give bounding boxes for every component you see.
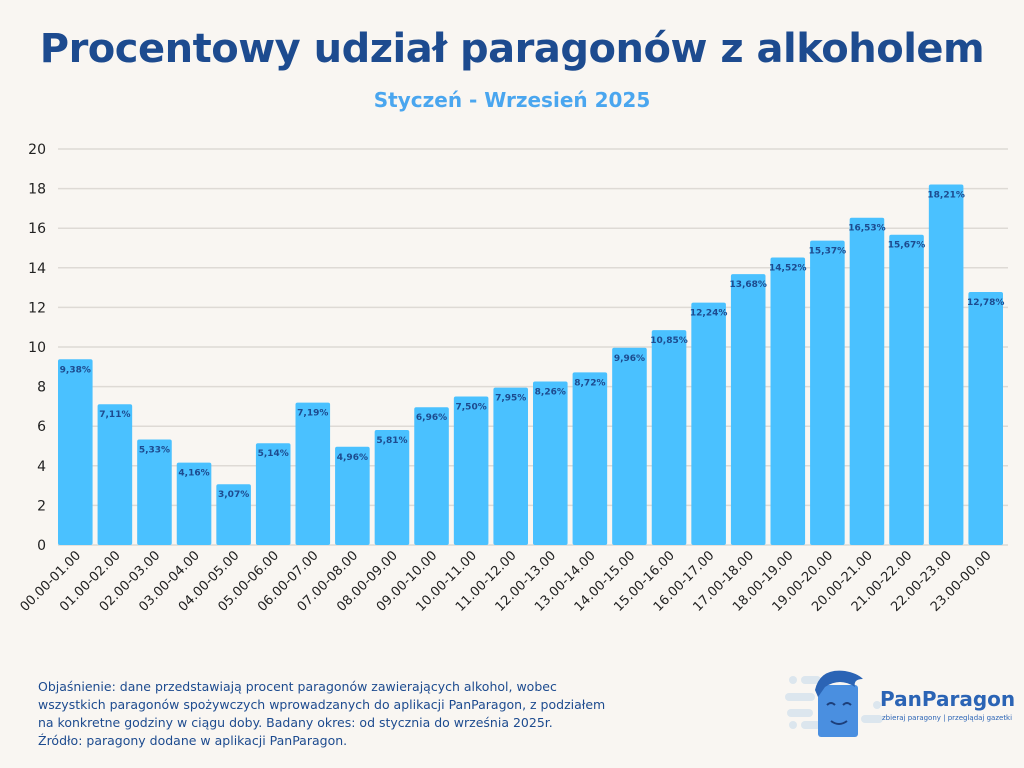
- data-label: 10,85%: [650, 336, 688, 346]
- bar: [414, 407, 449, 545]
- data-label: 7,95%: [495, 394, 526, 404]
- data-label: 7,11%: [99, 410, 130, 420]
- bar: [295, 402, 331, 545]
- data-label: 9,96%: [614, 354, 645, 364]
- data-label: 12,78%: [967, 298, 1005, 308]
- brand-tagline: zbieraj paragony | przeglądaj gazetki: [882, 714, 1013, 722]
- bar: [810, 240, 845, 545]
- bar: [335, 446, 370, 545]
- data-label: 8,26%: [535, 387, 566, 397]
- y-tick-label: 0: [37, 538, 46, 554]
- data-label: 12,24%: [690, 309, 728, 319]
- y-tick-label: 4: [37, 459, 46, 475]
- bar: [849, 217, 885, 545]
- bar: [176, 462, 212, 545]
- bar-chart: 024681012141618209,38%00.00-01.007,11%01…: [18, 142, 1008, 615]
- data-label: 8,72%: [574, 378, 605, 388]
- chart-subtitle: Styczeń - Wrzesień 2025: [373, 88, 651, 112]
- panparagon-mascot-logo-icon: [785, 670, 883, 737]
- y-tick-label: 12: [28, 300, 46, 316]
- note-line: Źródło: paragony dodane w aplikacji PanP…: [38, 733, 348, 748]
- bar: [216, 484, 251, 545]
- data-label: 13,68%: [729, 280, 767, 290]
- bar: [137, 439, 172, 545]
- bar: [770, 257, 806, 545]
- bar: [572, 372, 608, 545]
- data-label: 15,67%: [888, 241, 926, 251]
- data-label: 16,53%: [848, 224, 886, 234]
- bar: [493, 387, 528, 545]
- footnote: Objaśnienie: dane przedstawiają procent …: [38, 678, 638, 750]
- data-label: 18,21%: [927, 190, 965, 200]
- bar: [730, 274, 766, 545]
- chart-title: Procentowy udział paragonów z alkoholem: [39, 26, 985, 72]
- note-line: Objaśnienie: dane przedstawiają procent …: [38, 679, 557, 694]
- bar: [928, 184, 964, 545]
- bar: [97, 404, 133, 545]
- data-label: 9,38%: [60, 365, 91, 375]
- data-label: 7,50%: [456, 403, 487, 413]
- bar: [651, 330, 687, 545]
- bar: [58, 359, 93, 545]
- y-tick-label: 8: [37, 380, 46, 396]
- data-label: 7,19%: [297, 409, 328, 419]
- bar: [691, 302, 726, 545]
- data-label: 4,16%: [178, 469, 209, 479]
- brand-name: PanParagon: [880, 687, 1016, 711]
- data-label: 5,81%: [376, 436, 407, 446]
- y-tick-label: 2: [37, 498, 46, 514]
- y-tick-label: 16: [28, 221, 46, 237]
- bar: [533, 381, 568, 545]
- data-label: 14,52%: [769, 264, 807, 274]
- data-label: 5,14%: [258, 449, 289, 459]
- y-tick-label: 10: [28, 340, 46, 356]
- bar: [255, 443, 291, 545]
- y-tick-label: 6: [37, 419, 46, 435]
- data-label: 15,37%: [809, 247, 847, 257]
- bar: [453, 396, 489, 545]
- data-label: 5,33%: [139, 445, 170, 455]
- data-label: 6,96%: [416, 413, 447, 423]
- data-label: 4,96%: [337, 453, 368, 463]
- bar: [889, 234, 924, 545]
- data-label: 3,07%: [218, 490, 249, 500]
- note-line: na konkretne godziny w ciągu doby. Badan…: [38, 715, 553, 730]
- note-line: wszystkich paragonów spożywczych wprowad…: [38, 697, 606, 712]
- bar: [968, 291, 1003, 545]
- bar: [612, 347, 647, 545]
- y-tick-label: 14: [28, 261, 46, 277]
- bar: [374, 429, 410, 545]
- y-tick-label: 20: [28, 142, 46, 158]
- y-tick-label: 18: [28, 182, 46, 198]
